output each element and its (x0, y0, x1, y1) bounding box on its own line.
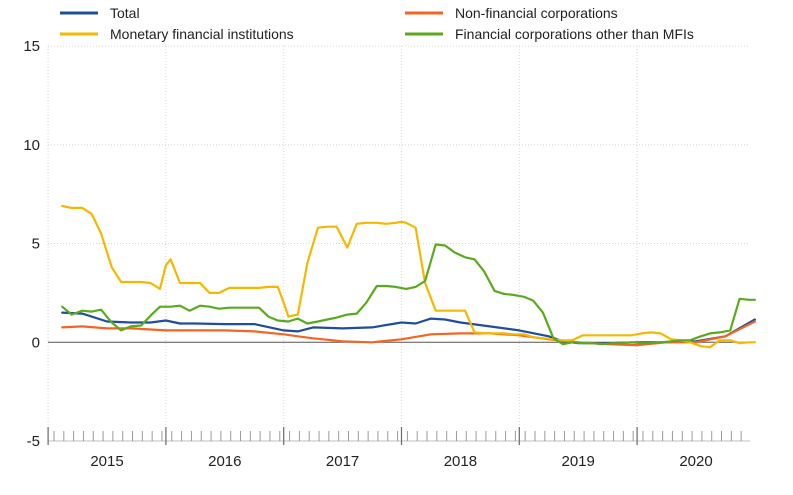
legend-label-4: Financial corporations other than MFIs (455, 26, 694, 42)
chart-grid (47, 45, 750, 442)
y-tick-label: -5 (27, 433, 40, 450)
x-tick-label: 2016 (208, 453, 241, 470)
legend-label-1: Total (110, 5, 140, 21)
legend-label-3: Monetary financial institutions (110, 26, 294, 42)
series-line-4 (61, 243, 757, 346)
x-tick-label: 2017 (326, 453, 359, 470)
legend: Total Non-financial corporations Monetary … (60, 5, 694, 42)
x-axis: 2015 2016 2017 2018 2019 2020 (47, 427, 750, 470)
legend-label-2: Non-financial corporations (455, 5, 618, 21)
series-line-3 (61, 204, 757, 349)
x-tick-label: 2018 (444, 453, 477, 470)
y-tick-label: 10 (23, 137, 40, 154)
y-tick-label: 15 (23, 38, 40, 55)
y-axis: -5 0 5 10 15 (23, 38, 40, 450)
series-group (61, 204, 757, 349)
series-line-2 (61, 320, 757, 347)
x-tick-label: 2020 (679, 453, 712, 470)
x-tick-label: 2015 (90, 453, 123, 470)
y-tick-label: 5 (32, 236, 40, 253)
y-tick-label: 0 (32, 334, 40, 351)
x-tick-label: 2019 (562, 453, 595, 470)
